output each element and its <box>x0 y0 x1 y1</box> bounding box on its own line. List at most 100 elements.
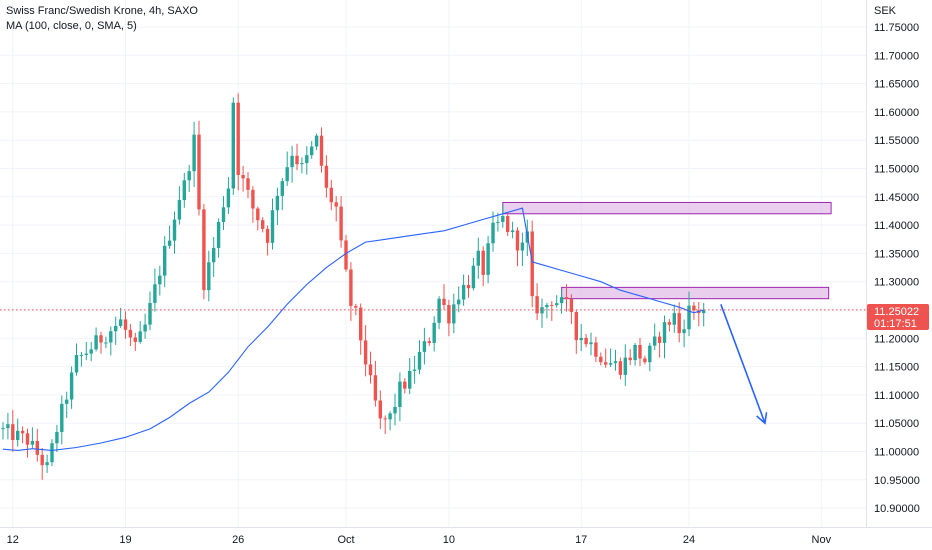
price-tick-label: 11.00000 <box>874 447 919 459</box>
candle-body <box>648 345 652 363</box>
candle-body <box>256 208 260 221</box>
candle-body <box>339 206 343 241</box>
candle-body <box>383 418 387 420</box>
candle-body <box>114 325 118 332</box>
candle-body <box>265 228 270 243</box>
candle-body <box>25 433 30 445</box>
candle-body <box>236 102 240 175</box>
candle-body <box>378 400 382 419</box>
candle-body <box>672 313 676 325</box>
projection-arrow[interactable] <box>720 304 768 425</box>
candle-body <box>363 340 368 365</box>
candle-body <box>133 337 137 342</box>
candle-body <box>109 331 113 343</box>
candle-body <box>270 210 275 243</box>
candle-body <box>84 353 88 355</box>
candle-body <box>437 298 441 323</box>
candle-body <box>599 356 603 363</box>
candle-body <box>300 163 304 165</box>
candle-body <box>550 304 554 306</box>
candle-body <box>79 354 84 356</box>
candle-body <box>481 250 485 275</box>
resistance-zone[interactable] <box>502 201 832 215</box>
candle-body <box>687 305 691 330</box>
time-axis-labels[interactable]: 12 19 26 Oct 10 17 24 Nov <box>7 534 832 546</box>
time-tick-label: 12 <box>7 534 19 546</box>
price-tick-label: 11.40000 <box>874 220 919 232</box>
candle-body <box>182 180 186 201</box>
candle-body <box>373 375 378 401</box>
candle-body <box>197 134 201 210</box>
price-tick-label: 11.35000 <box>874 248 919 260</box>
candle-body <box>314 135 319 147</box>
price-axis-labels[interactable]: 10.90000 10.95000 11.00000 11.05000 11.10000… <box>874 22 920 515</box>
price-tick-label: 10.95000 <box>874 475 920 487</box>
candle-body <box>501 216 505 222</box>
time-tick-label: 10 <box>443 534 455 546</box>
price-tick-label: 11.75000 <box>874 22 919 34</box>
candle-body <box>608 363 613 365</box>
candle-body <box>657 336 662 343</box>
resistance-zone[interactable] <box>561 286 830 300</box>
candle-body <box>216 222 221 248</box>
candle-body <box>89 349 93 354</box>
candle-body <box>643 358 647 363</box>
price-tick-label: 11.10000 <box>874 390 919 402</box>
candle-body <box>359 307 363 341</box>
price-tick-label: 11.55000 <box>874 135 919 147</box>
moving-average-line <box>2 207 704 451</box>
candle-body <box>604 362 608 365</box>
candle-body <box>569 298 574 313</box>
candle-body <box>412 369 417 371</box>
candle-body <box>20 430 25 434</box>
candle-body <box>427 341 431 343</box>
candlestick-series <box>1 93 706 480</box>
price-tick-label: 11.70000 <box>874 50 919 62</box>
candle-body <box>452 304 456 324</box>
candle-body <box>6 424 10 429</box>
candle-body <box>349 269 353 306</box>
candle-body <box>403 381 407 389</box>
candle-body <box>555 303 559 306</box>
candle-body <box>280 181 284 196</box>
candle-body <box>667 322 672 325</box>
price-tick-label: 11.15000 <box>874 362 919 374</box>
candle-body <box>530 231 534 297</box>
candle-body <box>545 304 549 308</box>
candle-body <box>594 342 598 357</box>
resistance-zones[interactable] <box>502 201 832 300</box>
candle-body <box>623 357 627 375</box>
candle-body <box>491 222 495 244</box>
candle-body <box>633 344 637 361</box>
candle-body <box>123 319 128 330</box>
candle-body <box>638 344 642 359</box>
candle-body <box>310 146 314 156</box>
candle-body <box>589 342 593 345</box>
candle-body <box>466 284 471 289</box>
candle-body <box>628 357 632 361</box>
time-tick-label: 24 <box>683 534 695 546</box>
candle-body <box>520 242 525 251</box>
candle-body <box>207 262 211 291</box>
candle-body <box>662 322 667 343</box>
candle-body <box>457 299 461 305</box>
candle-body <box>476 250 480 266</box>
candle-body <box>535 296 539 314</box>
candle-body <box>231 102 235 189</box>
price-tick-label: 11.30000 <box>874 277 919 289</box>
candle-body <box>118 319 123 326</box>
candle-body <box>65 399 69 404</box>
candle-body <box>471 265 476 289</box>
candle-body <box>677 313 681 334</box>
candle-body <box>290 155 294 168</box>
candle-body <box>172 219 177 241</box>
candle-body <box>329 187 333 203</box>
time-tick-label: Nov <box>812 534 832 546</box>
price-tick-label: 11.60000 <box>874 107 919 119</box>
candle-body <box>319 135 324 166</box>
candle-body <box>388 413 392 420</box>
price-tick-label: 11.45000 <box>874 192 919 204</box>
candle-body <box>192 134 196 172</box>
candle-body <box>241 174 245 179</box>
